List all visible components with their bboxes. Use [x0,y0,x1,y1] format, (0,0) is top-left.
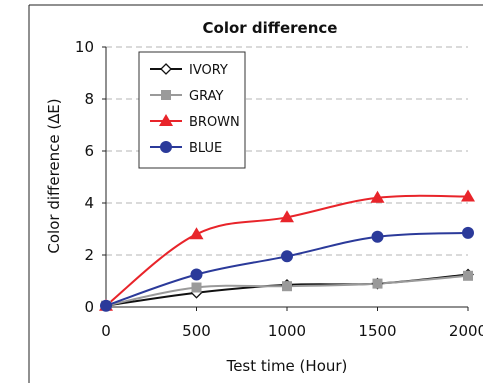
axis-layer: 0 2 4 6 8 10 0 500 1000 1500 2000 [75,38,483,340]
data-point-blue-1000 [281,250,293,263]
data-point-gray-1000 [282,281,292,292]
legend-label-ivory: IVORY [189,63,228,78]
data-point-gray-2000 [463,270,473,281]
legend-label-blue: BLUE [189,141,222,156]
y-tick-label-0: 0 [84,298,94,316]
legend-label-gray: GRAY [189,89,223,104]
data-point-blue-500 [190,268,203,281]
x-tick-label-500: 500 [182,322,211,340]
data-point-brown-1000 [280,210,294,223]
x-axis-title: Test time (Hour) [226,357,348,375]
legend-marker-brown [159,114,173,126]
data-point-brown-500 [189,227,204,240]
x-tick-label-2000: 2000 [449,322,483,340]
data-point-blue-0 [100,299,112,312]
y-tick-label-10: 10 [75,38,94,56]
x-tick-label-0: 0 [101,322,111,340]
data-point-gray-1500 [372,278,383,289]
x-tick-label-1500: 1500 [358,322,396,340]
series-line-blue [105,231,469,307]
legend: IVORY GRAY BROWN BLUE [138,51,246,169]
y-tick-label-2: 2 [84,246,94,264]
y-tick-label-4: 4 [84,194,94,212]
series-layer [99,189,475,312]
y-axis-title: Color difference (∆E) [45,98,63,253]
x-tick-label-1000: 1000 [268,322,306,340]
data-point-blue-1500 [371,230,384,243]
chart-title: Color difference [203,19,338,37]
y-tick-label-8: 8 [84,90,94,108]
data-point-gray-500 [191,282,202,293]
data-point-blue-2000 [462,226,474,239]
legend-label-brown: BROWN [189,115,240,130]
data-point-brown-2000 [461,189,475,202]
y-tick-label-6: 6 [84,142,94,160]
legend-marker-blue [160,141,172,153]
legend-marker-gray [161,90,171,100]
legend-box [138,51,246,169]
legend-marker-ivory [160,63,172,75]
data-point-brown-1500 [370,190,385,203]
